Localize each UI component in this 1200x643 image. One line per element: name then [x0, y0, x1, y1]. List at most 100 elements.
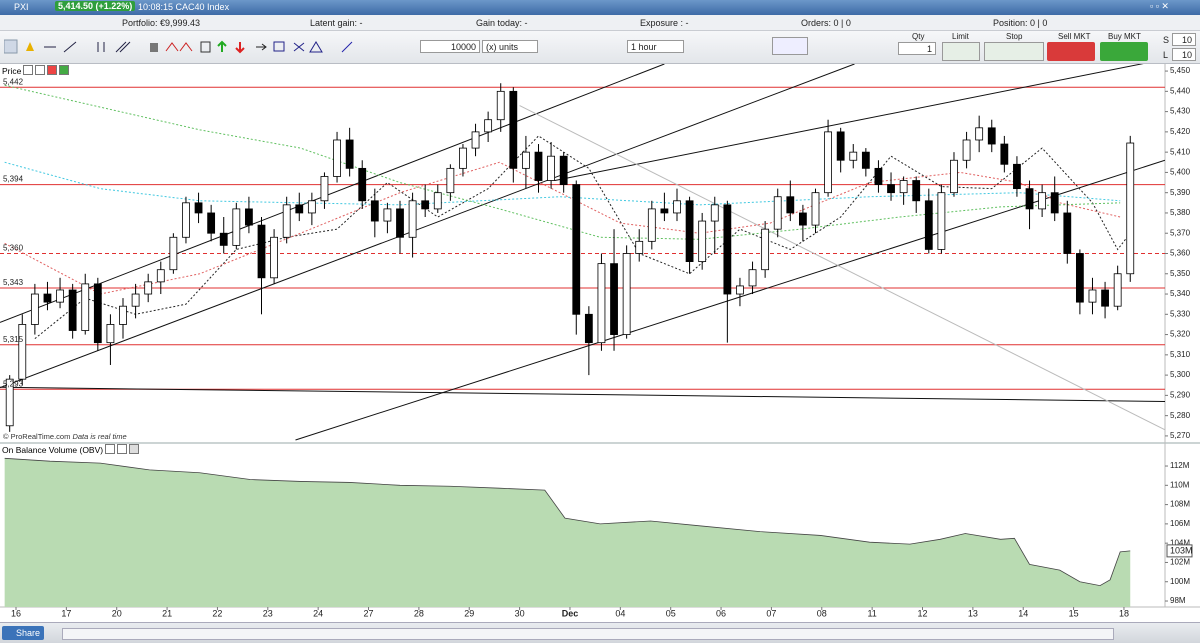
units-select[interactable]: (x) units [482, 40, 538, 53]
obv-area [4, 458, 1131, 607]
level-label: 5,293 [3, 379, 24, 388]
level-label: 5,442 [3, 77, 24, 86]
moving-average [4, 84, 1121, 240]
credit-text: © ProRealTime.com [3, 432, 71, 441]
candle-body [93, 283, 102, 344]
moving-average [4, 161, 1121, 295]
drawing-tools[interactable] [4, 39, 356, 55]
y-tick-label: 5,330 [1170, 309, 1191, 318]
x-tick-label: 17 [61, 608, 71, 618]
candle-body [937, 192, 946, 250]
candle-body [887, 184, 895, 194]
candle-body [408, 200, 417, 238]
candle-body [396, 208, 404, 238]
candle-body [68, 289, 77, 331]
s-field[interactable]: 10 [1172, 33, 1196, 46]
qty-field[interactable]: 1 [898, 42, 936, 55]
candle-body [370, 200, 379, 222]
candle-body [975, 127, 984, 141]
candle-body [962, 139, 971, 161]
timeframe-select[interactable]: 1 hour [627, 40, 684, 53]
position[interactable]: Position: 0 | 0 [993, 18, 1048, 28]
candle-body [131, 293, 140, 307]
candle-body [496, 90, 505, 121]
candle-body [245, 208, 253, 226]
realtime-note: Data is real time [72, 432, 127, 441]
candle-body [30, 293, 39, 325]
x-tick-label: 20 [112, 608, 122, 618]
candle-body [798, 212, 807, 226]
moving-average [4, 161, 1121, 206]
zoom-controls[interactable] [1120, 627, 1195, 639]
x-tick-label: 15 [1069, 608, 1079, 618]
y-tick-label: 104M [1170, 538, 1190, 547]
candle-body [786, 196, 795, 214]
x-tick-label: Dec [562, 608, 579, 618]
stop-label: Stop [1006, 32, 1023, 41]
candle-body [1088, 289, 1097, 303]
candle-body [522, 151, 530, 169]
window-controls[interactable]: ▫ ▫ ✕ [1150, 1, 1169, 11]
quantity-field[interactable]: 10000 [420, 40, 480, 53]
candle-body [547, 155, 555, 181]
candle-body [647, 208, 656, 242]
candle-body [1038, 192, 1047, 210]
candle-body [446, 167, 455, 194]
x-tick-label: 21 [162, 608, 172, 618]
level-label: 5,394 [3, 175, 24, 184]
candle-body [748, 269, 757, 287]
qty-label: Qty [912, 32, 925, 41]
level-label: 5,360 [3, 244, 24, 253]
sell-button[interactable] [1047, 42, 1095, 61]
candle-body [950, 159, 958, 194]
candle-body [433, 192, 442, 210]
y-tick-label: 5,310 [1170, 350, 1191, 359]
limit-buttons[interactable] [942, 42, 980, 61]
x-tick-label: 07 [766, 608, 776, 618]
s-label: S [1163, 35, 1170, 45]
y-tick-label: 5,400 [1170, 168, 1191, 177]
y-tick-label: 110M [1170, 480, 1190, 489]
candle-body [81, 283, 90, 331]
x-tick-label: 11 [867, 608, 876, 618]
toolbar: 10000 (x) units 1 hour Qty 1 Limit Stop … [0, 31, 1200, 64]
candle-body [358, 167, 367, 202]
candle-body [144, 281, 153, 295]
buy-button[interactable] [1100, 42, 1148, 61]
x-tick-label: 18 [1119, 608, 1129, 618]
trend-line [0, 64, 855, 389]
candle-body [1025, 188, 1034, 210]
latent-gain: Latent gain: - [310, 18, 363, 28]
y-tick-label: 5,380 [1170, 208, 1191, 217]
l-field[interactable]: 10 [1172, 48, 1196, 61]
share-button[interactable]: Share [2, 626, 45, 640]
x-tick-label: 13 [968, 608, 978, 618]
candle-body [597, 263, 606, 344]
candle-body [1101, 289, 1109, 307]
candle-body [610, 263, 618, 335]
candle-body [761, 228, 770, 271]
candle-body [987, 127, 996, 145]
candle-body [182, 202, 190, 238]
y-tick-label: 5,370 [1170, 228, 1191, 237]
candle-body [698, 220, 707, 263]
stop-buttons[interactable] [984, 42, 1044, 61]
candle-body [307, 200, 316, 214]
level-label: 5,343 [3, 278, 24, 287]
orders[interactable]: Orders: 0 | 0 [801, 18, 851, 28]
y-tick-label: 108M [1170, 500, 1190, 509]
y-tick-label: 5,410 [1170, 147, 1191, 156]
scrollbar[interactable] [62, 628, 1114, 640]
footer-bar: Share [0, 622, 1200, 643]
candle-body [219, 232, 228, 246]
candle-body [333, 139, 341, 177]
chart-type-select[interactable] [772, 37, 808, 55]
candle-body [257, 224, 266, 279]
candle-body [559, 155, 568, 185]
candle-body [773, 196, 782, 230]
candle-body [861, 151, 870, 169]
instrument-info: 10:08:15 CAC40 Index [138, 2, 230, 12]
candle-body [345, 139, 354, 169]
candle-body [232, 208, 241, 246]
